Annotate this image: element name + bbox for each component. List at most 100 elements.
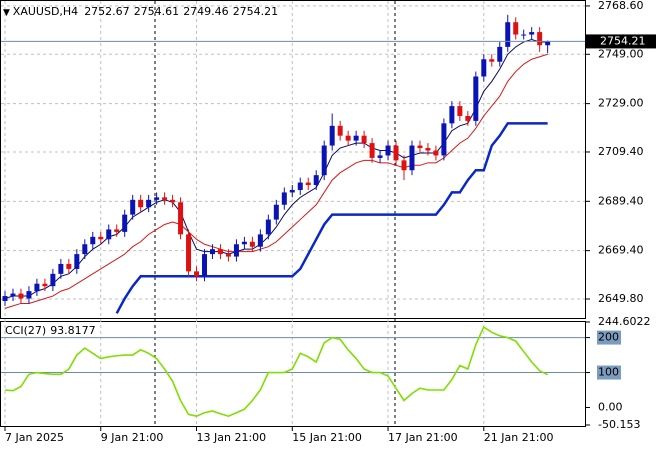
collapse-icon: ▼ (3, 8, 13, 18)
candle-body (393, 145, 399, 161)
candle-body (521, 34, 527, 36)
price-box (586, 34, 656, 49)
x-tick-label: 7 Jan 2025 (5, 431, 64, 444)
candle-body (74, 254, 80, 269)
candle-body (473, 76, 479, 121)
candle-body (361, 135, 367, 144)
y-tick-label: 2649.80 (598, 292, 644, 305)
price-label: 2754.21 (600, 34, 646, 47)
candle-body (425, 148, 431, 151)
symbol: XAUUSD,H4 (13, 5, 78, 18)
candle-body (313, 175, 319, 186)
candle-body (433, 150, 439, 156)
x-tick-label: 15 Jan 21:00 (292, 431, 362, 444)
candle-body (90, 236, 96, 245)
y-tick-label: 2689.40 (598, 194, 644, 207)
y-tick-label: -50.153 (598, 418, 640, 431)
candle-body (98, 236, 104, 240)
main-panel (0, 0, 586, 319)
candle-body (249, 241, 255, 247)
header: ▼ XAUUSD,H4 2752.67 2754.61 2749.46 2754.21 (3, 5, 278, 18)
level-box (597, 365, 621, 380)
candle-body (545, 41, 551, 46)
candle-body (417, 145, 423, 149)
x-tick-label: 13 Jan 21:00 (197, 431, 267, 444)
candle-body (345, 135, 351, 141)
candle-body (289, 189, 295, 193)
layer: 2768.60 2749.00 2729.00 2709.40 2689.40 2669.… (1, 0, 656, 444)
cci-header: CCI(27) 93.8177 (5, 324, 96, 337)
cci-line (4, 325, 548, 418)
y-tick-label: 2709.40 (598, 145, 644, 158)
candle-body (58, 263, 64, 274)
y-tick-label: 2749.00 (598, 47, 644, 60)
candle-body (329, 125, 335, 146)
candle-body (82, 244, 88, 255)
candle-body (441, 123, 447, 156)
candle-body (353, 135, 359, 141)
candle-body (130, 199, 136, 215)
candle-body (186, 234, 192, 272)
cci-panel (0, 321, 586, 427)
candle-body (162, 197, 168, 200)
candle-body (18, 293, 24, 299)
candle-body (369, 143, 375, 158)
candle-body (321, 145, 327, 176)
last-open: 2752.67 (84, 5, 130, 18)
indicator-line (4, 53, 548, 309)
x-tick-label: 9 Jan 21:00 (101, 431, 164, 444)
indicator-line (115, 122, 548, 314)
candle-body (281, 192, 287, 205)
candle-body (209, 249, 215, 255)
candle-body (194, 271, 200, 277)
candle-body (241, 241, 247, 245)
last-high: 2754.61 (134, 5, 180, 18)
level-box (597, 330, 621, 345)
candle-body (106, 229, 112, 240)
y-tick-label: 2729.00 (598, 97, 644, 110)
last-low: 2749.46 (183, 5, 229, 18)
candle-body (114, 229, 120, 232)
candle-body (170, 199, 176, 203)
indicator-line (4, 38, 548, 299)
candle-body (2, 296, 8, 301)
x-tick-label: 17 Jan 21:00 (388, 431, 458, 444)
candle-body (513, 22, 519, 35)
candle-body (489, 59, 495, 62)
candle-body (34, 283, 40, 292)
y-tick-label: 200 (598, 331, 619, 344)
candle-body (122, 214, 128, 232)
candle-body (146, 199, 152, 208)
candle-body (537, 32, 543, 46)
candle-body (66, 263, 72, 269)
candle-body (481, 59, 487, 77)
y-tick-label: 2669.40 (598, 244, 644, 257)
candle-body (529, 32, 535, 35)
x-tick-label: 21 Jan 21:00 (484, 431, 554, 444)
candle-body (217, 249, 223, 255)
y-tick-label: 244.6022 (598, 315, 651, 328)
candle-body (465, 115, 471, 121)
candle-body (273, 204, 279, 220)
candle-body (457, 106, 463, 116)
candle-body (154, 197, 160, 200)
y-tick-label: 0.00 (598, 400, 623, 413)
candle-body (233, 244, 239, 257)
last-close: 2754.21 (233, 5, 279, 18)
candle-body (225, 254, 231, 257)
candle-body (297, 182, 303, 190)
candle-body (449, 106, 455, 124)
candle-body (42, 283, 48, 287)
cci-title: CCI(27) (5, 324, 46, 337)
candle-body (265, 219, 271, 235)
candle-body (385, 145, 391, 156)
candle-body (497, 46, 503, 62)
candle-body (178, 202, 184, 235)
candle-body (50, 273, 56, 287)
candle-body (138, 199, 144, 208)
candle-body (401, 160, 407, 171)
candle-body (505, 22, 511, 47)
candle-body (10, 293, 16, 297)
cci-last: 93.8177 (50, 324, 96, 337)
